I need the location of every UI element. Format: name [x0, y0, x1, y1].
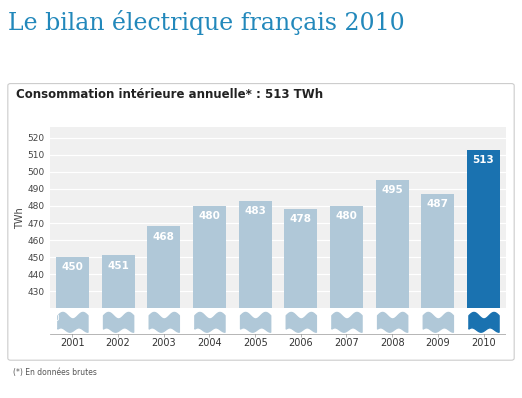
Bar — [56, 257, 89, 308]
Text: Le bilan électrique français 2010: Le bilan électrique français 2010 — [8, 10, 405, 35]
Text: 2010: 2010 — [471, 338, 496, 348]
Text: 2008: 2008 — [380, 338, 405, 348]
Text: 468: 468 — [153, 232, 175, 242]
Text: 487: 487 — [427, 199, 449, 209]
Text: 2001: 2001 — [60, 338, 85, 348]
Text: 2002: 2002 — [106, 338, 130, 348]
Text: 483: 483 — [244, 206, 266, 216]
Text: 478: 478 — [290, 215, 312, 224]
Y-axis label: TWh: TWh — [15, 207, 25, 229]
Bar — [147, 226, 180, 308]
Text: 495: 495 — [381, 185, 403, 195]
Text: (*) En données brutes: (*) En données brutes — [13, 368, 97, 377]
Text: 513: 513 — [472, 155, 494, 165]
Text: 2006: 2006 — [289, 338, 313, 348]
Bar — [239, 201, 271, 308]
Text: 480: 480 — [198, 211, 220, 221]
Bar — [376, 180, 409, 308]
Bar — [102, 256, 135, 308]
Text: 2004: 2004 — [197, 338, 222, 348]
Text: 480: 480 — [336, 211, 358, 221]
Bar — [421, 194, 454, 308]
Text: Consommation intérieure annuelle* : 513 TWh: Consommation intérieure annuelle* : 513 … — [16, 88, 323, 101]
Text: 450: 450 — [62, 262, 84, 272]
Bar — [193, 206, 226, 308]
Text: 2007: 2007 — [334, 338, 359, 348]
Bar — [284, 209, 317, 308]
Bar — [467, 150, 500, 308]
Text: 2003: 2003 — [151, 338, 176, 348]
Bar — [330, 206, 363, 308]
Text: 451: 451 — [107, 261, 129, 271]
Text: 2005: 2005 — [243, 338, 267, 348]
Text: 0: 0 — [53, 314, 59, 323]
Text: 2009: 2009 — [425, 338, 450, 348]
